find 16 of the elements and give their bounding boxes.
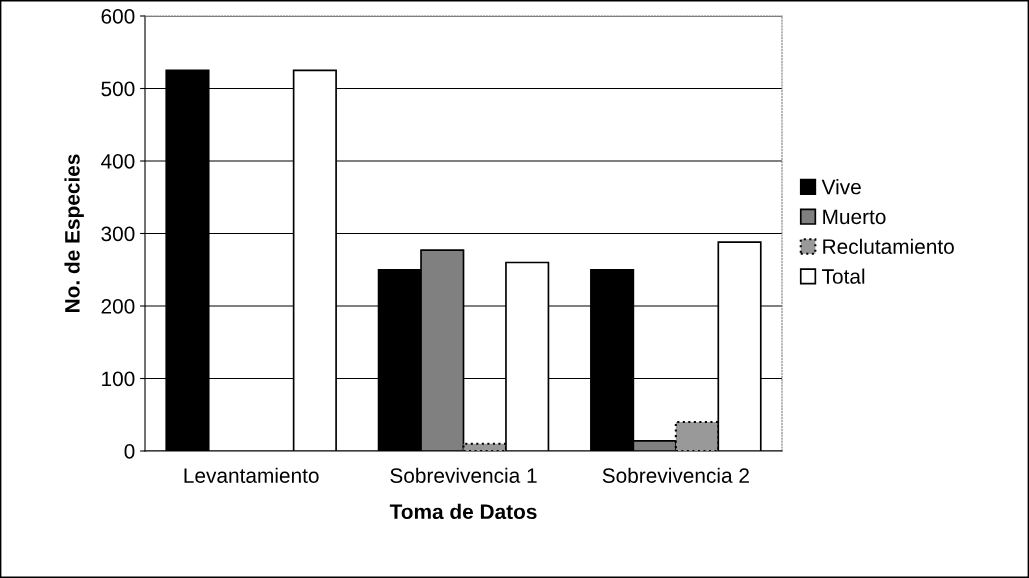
y-axis-title: No. de Especies xyxy=(64,154,84,312)
y-tick-label: 200 xyxy=(101,299,135,314)
x-tick-label: Levantamiento xyxy=(184,467,319,483)
legend-label: Muerto xyxy=(823,209,886,225)
y-tick-label: 100 xyxy=(102,371,135,387)
y-tick-label: 400 xyxy=(101,154,135,169)
y-tick-label: 300 xyxy=(101,226,135,242)
y-tick-label: 600 xyxy=(101,9,135,24)
legend-label: Vive xyxy=(821,179,861,195)
x-tick-label: Sobrevivencia 2 xyxy=(602,467,749,483)
x-axis-title: Toma de Datos xyxy=(389,503,537,520)
legend-label: Total xyxy=(822,268,865,284)
legend-label: Reclutamiento xyxy=(823,238,954,255)
y-tick-label: 0 xyxy=(124,444,135,459)
y-tick-label: 500 xyxy=(101,81,135,97)
x-tick-label: Sobrevivencia 1 xyxy=(390,467,537,483)
